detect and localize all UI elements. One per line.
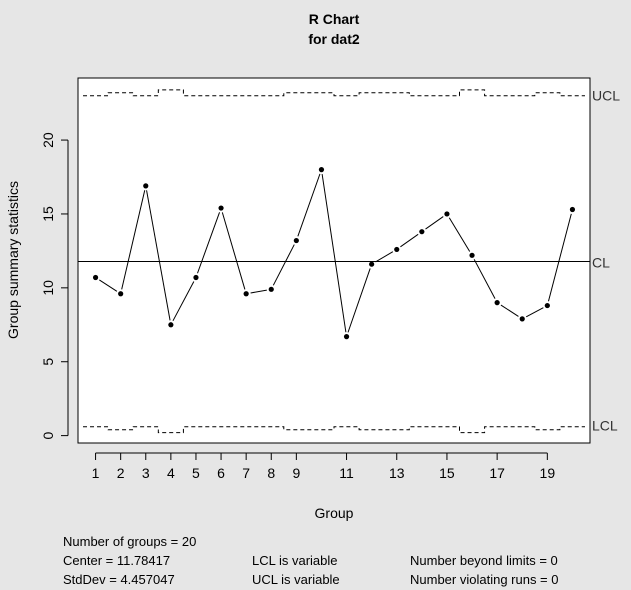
y-tick-label: 20 xyxy=(40,132,56,148)
x-tick-label: 8 xyxy=(267,465,275,481)
series-segment xyxy=(321,173,347,333)
y-tick-label: 5 xyxy=(40,358,56,366)
x-tick-label: 7 xyxy=(242,465,250,481)
lcl-line xyxy=(83,426,585,434)
x-tick-label: 5 xyxy=(192,465,200,481)
data-point xyxy=(569,206,576,213)
x-tick-label: 17 xyxy=(489,465,505,481)
cl-label: CL xyxy=(592,254,610,270)
y-axis: 0 5 10 15 20 xyxy=(40,132,69,440)
plot-area xyxy=(77,77,591,444)
series-segment xyxy=(425,216,444,230)
data-point xyxy=(444,211,450,217)
series-segment xyxy=(500,304,519,317)
y-tick-label: 0 xyxy=(40,432,56,440)
x-axis-label: Group xyxy=(315,505,354,521)
data-point xyxy=(519,316,525,322)
x-tick-label: 13 xyxy=(389,465,405,481)
chart-subtitle: for dat2 xyxy=(308,31,360,47)
x-tick-label: 6 xyxy=(217,465,225,481)
data-point xyxy=(243,291,249,297)
data-point xyxy=(168,322,174,328)
series-segment xyxy=(146,190,171,321)
data-point xyxy=(318,167,325,173)
stat-stddev: StdDev = 4.457047 xyxy=(63,572,175,587)
x-tick-label: 15 xyxy=(439,465,455,481)
stat-center: Center = 11.78417 xyxy=(63,553,171,568)
data-point xyxy=(268,286,274,292)
series-segment xyxy=(473,259,496,299)
data-point xyxy=(394,246,400,253)
x-tick-label: 3 xyxy=(142,465,150,481)
series-segment xyxy=(99,279,118,292)
data-point xyxy=(419,229,425,235)
data-point xyxy=(293,237,299,244)
x-tick-label: 11 xyxy=(339,465,354,481)
series-segment xyxy=(400,233,419,248)
stat-ucl-note: UCL is variable xyxy=(252,572,340,587)
x-tick-label: 19 xyxy=(540,465,556,481)
y-tick-label: 15 xyxy=(40,206,56,222)
series-segment xyxy=(221,212,246,290)
series-segment xyxy=(121,190,146,290)
series-segment xyxy=(172,281,195,322)
chart-title: R Chart xyxy=(309,11,360,27)
y-axis-label: Group summary statistics xyxy=(5,181,21,339)
data-point xyxy=(118,291,124,297)
series-segment xyxy=(547,213,572,302)
series-segment xyxy=(448,217,471,252)
data-point xyxy=(469,252,475,258)
data-point xyxy=(218,205,224,211)
data-point xyxy=(369,261,375,267)
x-tick-label: 2 xyxy=(117,465,125,481)
data-series xyxy=(92,167,576,340)
series-segment xyxy=(525,307,544,318)
series-segment xyxy=(375,251,394,263)
y-tick-label: 10 xyxy=(40,280,56,296)
data-point xyxy=(544,302,550,309)
stat-beyond-limits: Number beyond limits = 0 xyxy=(410,553,558,568)
data-point xyxy=(92,274,99,281)
series-segment xyxy=(347,268,371,333)
lcl-label: LCL xyxy=(592,418,618,434)
stat-lcl-note: LCL is variable xyxy=(252,553,338,568)
series-segment xyxy=(272,244,295,286)
data-point xyxy=(193,274,199,281)
series-segment xyxy=(297,173,321,237)
ucl-line xyxy=(83,89,585,97)
x-tick-label: 9 xyxy=(292,465,300,481)
data-point xyxy=(494,300,500,306)
x-tick-label: 1 xyxy=(92,465,100,481)
stat-groups: Number of groups = 20 xyxy=(63,534,197,549)
stat-violating-runs: Number violating runs = 0 xyxy=(410,572,559,587)
series-segment xyxy=(197,212,220,274)
x-axis: 1 2 3 4 5 6 7 8 9 11 13 15 17 19 xyxy=(92,452,556,481)
data-point xyxy=(143,183,149,189)
x-tick-label: 4 xyxy=(167,465,175,481)
ucl-label: UCL xyxy=(592,88,620,104)
series-segment xyxy=(250,289,267,294)
data-point xyxy=(343,334,350,340)
